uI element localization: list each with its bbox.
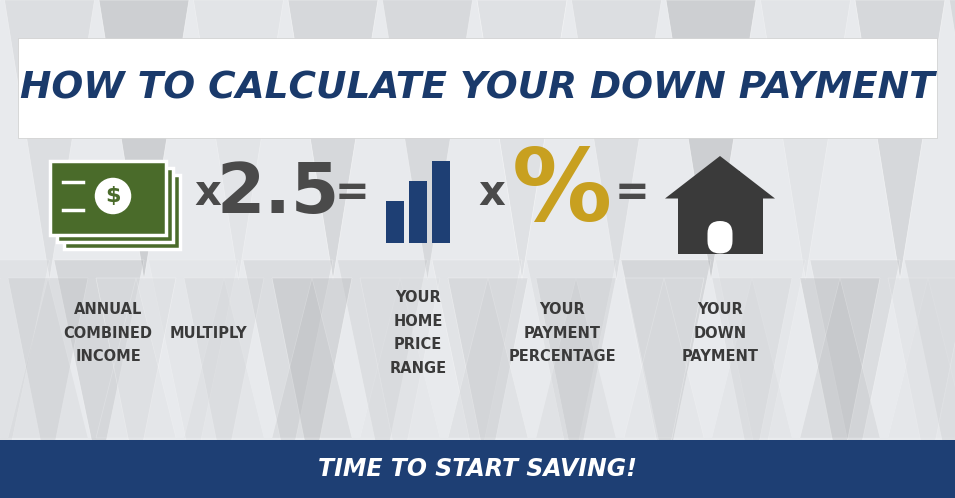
Polygon shape <box>904 260 955 476</box>
FancyBboxPatch shape <box>57 168 173 242</box>
Polygon shape <box>272 278 352 438</box>
Polygon shape <box>184 278 264 478</box>
Polygon shape <box>383 0 473 280</box>
Polygon shape <box>624 278 704 438</box>
Polygon shape <box>624 278 704 478</box>
Polygon shape <box>712 278 792 478</box>
Polygon shape <box>337 260 428 476</box>
Polygon shape <box>360 278 440 478</box>
Polygon shape <box>448 278 528 438</box>
Text: YOUR
PAYMENT
PERCENTAGE: YOUR PAYMENT PERCENTAGE <box>508 302 616 364</box>
Text: =: = <box>334 172 370 214</box>
FancyBboxPatch shape <box>729 171 740 199</box>
Polygon shape <box>855 0 945 280</box>
Circle shape <box>93 176 133 216</box>
Polygon shape <box>96 278 176 438</box>
Polygon shape <box>54 260 144 476</box>
Text: $: $ <box>105 186 120 206</box>
Polygon shape <box>8 278 88 438</box>
Polygon shape <box>715 260 805 476</box>
FancyBboxPatch shape <box>409 181 427 243</box>
Text: ANNUAL
COMBINED
INCOME: ANNUAL COMBINED INCOME <box>63 302 153 364</box>
Polygon shape <box>8 278 88 478</box>
Polygon shape <box>477 0 567 280</box>
Polygon shape <box>800 278 880 438</box>
Text: x: x <box>478 172 505 214</box>
Polygon shape <box>760 0 851 280</box>
Polygon shape <box>148 260 239 476</box>
FancyBboxPatch shape <box>708 221 732 253</box>
Polygon shape <box>888 278 955 438</box>
Polygon shape <box>184 278 264 438</box>
Text: =: = <box>615 172 649 214</box>
Polygon shape <box>712 278 792 438</box>
Polygon shape <box>99 0 189 280</box>
FancyBboxPatch shape <box>677 196 762 253</box>
Polygon shape <box>536 278 616 438</box>
Polygon shape <box>272 278 352 478</box>
Polygon shape <box>621 260 711 476</box>
Text: 2.5: 2.5 <box>217 159 340 227</box>
Polygon shape <box>360 278 440 438</box>
FancyBboxPatch shape <box>0 440 955 498</box>
Polygon shape <box>571 0 662 280</box>
Polygon shape <box>5 0 95 280</box>
FancyBboxPatch shape <box>50 161 166 235</box>
Polygon shape <box>888 278 955 478</box>
Text: MULTIPLY: MULTIPLY <box>169 326 246 341</box>
Text: x: x <box>195 172 222 214</box>
FancyBboxPatch shape <box>386 201 404 243</box>
FancyBboxPatch shape <box>432 161 450 243</box>
Text: TIME TO START SAVING!: TIME TO START SAVING! <box>318 457 637 481</box>
Text: YOUR
HOME
PRICE
RANGE: YOUR HOME PRICE RANGE <box>390 290 447 375</box>
Polygon shape <box>526 260 617 476</box>
Polygon shape <box>243 260 333 476</box>
Text: YOUR
DOWN
PAYMENT: YOUR DOWN PAYMENT <box>682 302 758 364</box>
Polygon shape <box>194 0 284 280</box>
Polygon shape <box>810 260 900 476</box>
Polygon shape <box>96 278 176 478</box>
Polygon shape <box>288 0 378 280</box>
Polygon shape <box>800 278 880 478</box>
FancyBboxPatch shape <box>18 38 937 138</box>
Text: %: % <box>512 144 612 242</box>
Polygon shape <box>949 0 955 280</box>
Polygon shape <box>666 0 756 280</box>
Polygon shape <box>536 278 616 478</box>
Polygon shape <box>0 260 50 476</box>
Text: HOW TO CALCULATE YOUR DOWN PAYMENT: HOW TO CALCULATE YOUR DOWN PAYMENT <box>20 70 935 106</box>
FancyBboxPatch shape <box>64 175 180 249</box>
Polygon shape <box>432 260 522 476</box>
Polygon shape <box>448 278 528 478</box>
Polygon shape <box>665 156 775 199</box>
